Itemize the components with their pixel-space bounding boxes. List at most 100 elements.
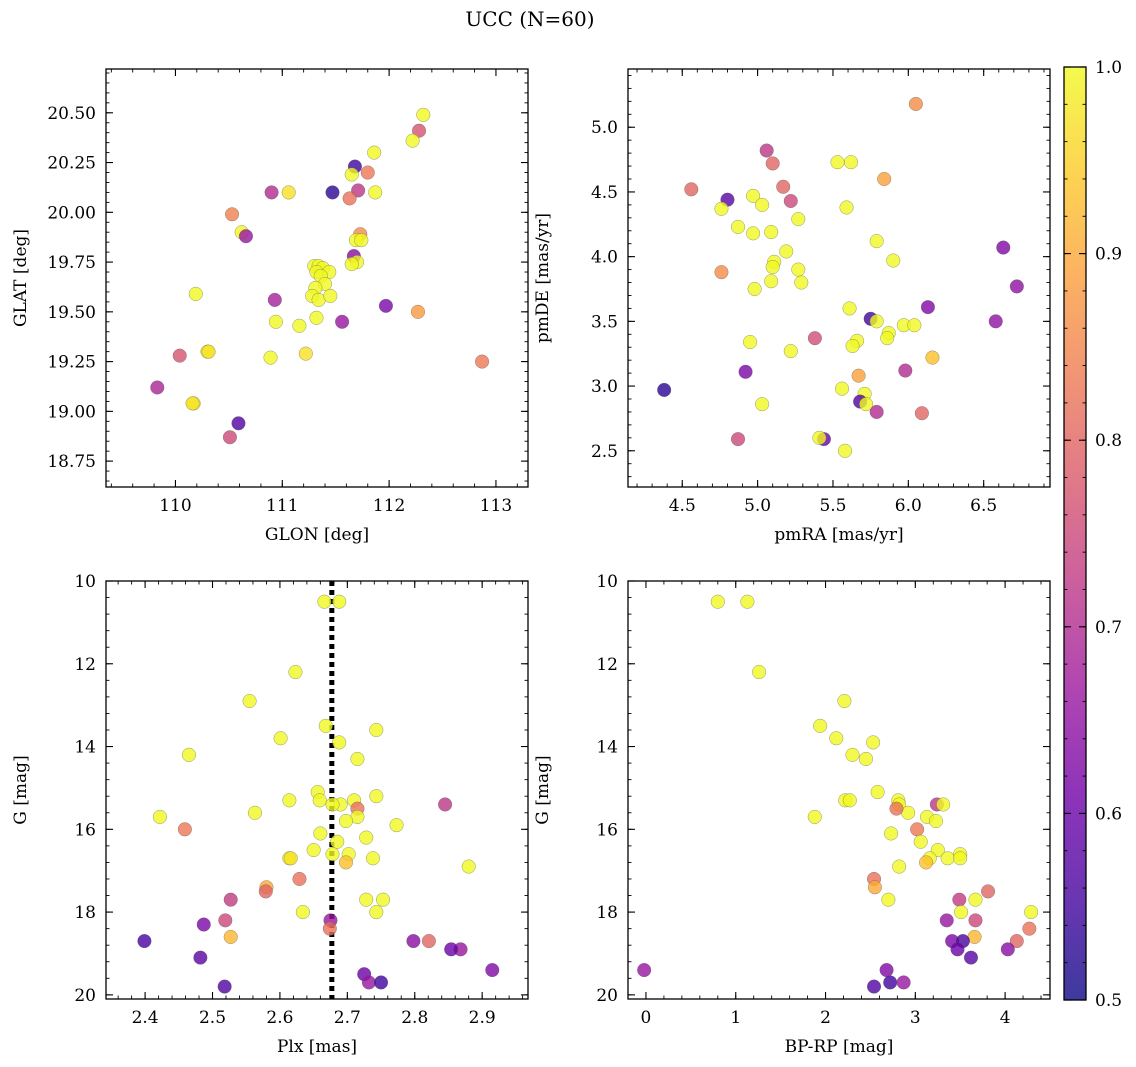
data-point xyxy=(152,809,167,824)
data-point xyxy=(258,884,273,899)
data-point xyxy=(416,107,431,122)
data-point xyxy=(222,430,237,445)
data-point xyxy=(292,318,307,333)
data-point xyxy=(475,354,490,369)
x-tick-label: 2 xyxy=(820,1008,831,1028)
data-point xyxy=(177,822,192,837)
data-point xyxy=(842,793,857,808)
data-point xyxy=(914,406,929,421)
data-point xyxy=(325,797,340,812)
data-point xyxy=(201,344,216,359)
y-axis-label: pmDE [mas/yr] xyxy=(533,213,553,343)
data-point xyxy=(919,855,934,870)
y-tick-label: 19.00 xyxy=(47,402,96,422)
data-point xyxy=(765,259,780,275)
data-point xyxy=(406,934,421,949)
data-point xyxy=(812,430,827,445)
data-point xyxy=(238,229,254,244)
y-tick-label: 18.75 xyxy=(47,452,96,472)
y-tick-label: 3.5 xyxy=(591,312,618,332)
x-tick-label: 1 xyxy=(730,1008,741,1028)
data-point xyxy=(318,718,333,733)
colorbar-tick-label: 1.0 xyxy=(1095,58,1122,78)
data-point xyxy=(898,363,913,378)
data-point xyxy=(342,191,357,206)
data-point xyxy=(813,718,828,733)
data-point xyxy=(350,751,365,767)
data-point xyxy=(892,859,907,874)
data-point xyxy=(288,664,303,680)
x-tick-label: 2.9 xyxy=(469,1008,496,1028)
data-point xyxy=(360,165,375,180)
data-point xyxy=(710,594,725,609)
data-point xyxy=(338,813,354,829)
colorbar-tick-label: 0.9 xyxy=(1095,245,1122,265)
data-point xyxy=(839,200,854,215)
axes-frame xyxy=(105,580,529,1000)
data-point xyxy=(738,364,753,379)
y-tick-label: 19.50 xyxy=(47,303,96,323)
data-point xyxy=(461,859,476,874)
x-tick-label: 3 xyxy=(910,1008,921,1028)
y-tick-label: 18 xyxy=(74,903,96,923)
data-point xyxy=(963,950,979,965)
data-point xyxy=(920,300,935,315)
data-point xyxy=(740,594,755,609)
data-point xyxy=(368,185,383,200)
data-point xyxy=(218,913,233,928)
data-point xyxy=(217,979,232,994)
colorbar-tick-label: 0.5 xyxy=(1095,991,1122,1011)
data-point xyxy=(783,344,798,359)
data-point xyxy=(867,880,882,895)
data-point xyxy=(444,942,459,957)
data-point xyxy=(880,331,895,346)
y-tick-label: 2.5 xyxy=(591,442,618,462)
data-point xyxy=(1009,279,1024,294)
data-point xyxy=(181,747,196,762)
x-axis-label: pmRA [mas/yr] xyxy=(774,525,903,545)
data-point xyxy=(313,826,328,841)
data-point xyxy=(150,380,165,395)
data-point xyxy=(292,871,307,887)
data-point xyxy=(332,735,347,750)
data-point xyxy=(188,286,203,301)
data-point xyxy=(263,350,278,365)
data-point xyxy=(378,298,393,313)
data-point xyxy=(714,265,729,280)
data-point xyxy=(837,443,853,458)
data-point xyxy=(776,179,791,194)
data-point xyxy=(881,892,896,907)
data-point xyxy=(196,917,211,932)
data-point xyxy=(928,813,944,829)
data-point xyxy=(859,397,874,412)
data-point xyxy=(637,962,652,978)
data-point xyxy=(755,397,770,412)
data-point xyxy=(1024,905,1039,920)
data-point xyxy=(193,950,208,965)
data-point xyxy=(791,212,806,227)
y-tick-label: 3.0 xyxy=(591,377,618,397)
data-point xyxy=(764,225,779,240)
data-point xyxy=(410,304,426,319)
x-axis-label: GLON [deg] xyxy=(265,525,369,545)
data-point xyxy=(988,314,1003,329)
data-point xyxy=(421,934,436,949)
data-point xyxy=(759,143,774,158)
y-tick-label: 20.50 xyxy=(47,104,96,124)
data-point xyxy=(783,193,798,209)
y-tick-label: 4.5 xyxy=(591,183,618,203)
data-point xyxy=(223,892,238,907)
data-point xyxy=(330,834,345,849)
y-tick-label: 18 xyxy=(596,903,618,923)
y-tick-label: 5.0 xyxy=(591,118,618,138)
data-point xyxy=(172,348,187,363)
data-point xyxy=(743,335,758,350)
x-tick-label: 110 xyxy=(159,496,191,516)
x-tick-label: 6.5 xyxy=(970,496,997,516)
data-point xyxy=(883,975,898,990)
data-point xyxy=(752,664,767,680)
data-point xyxy=(870,785,885,800)
panel-glon-glat: 110 111 112 113 18.75 19.00 19.25 19.50 19.75 20.… xyxy=(11,68,529,545)
data-point xyxy=(968,913,983,928)
